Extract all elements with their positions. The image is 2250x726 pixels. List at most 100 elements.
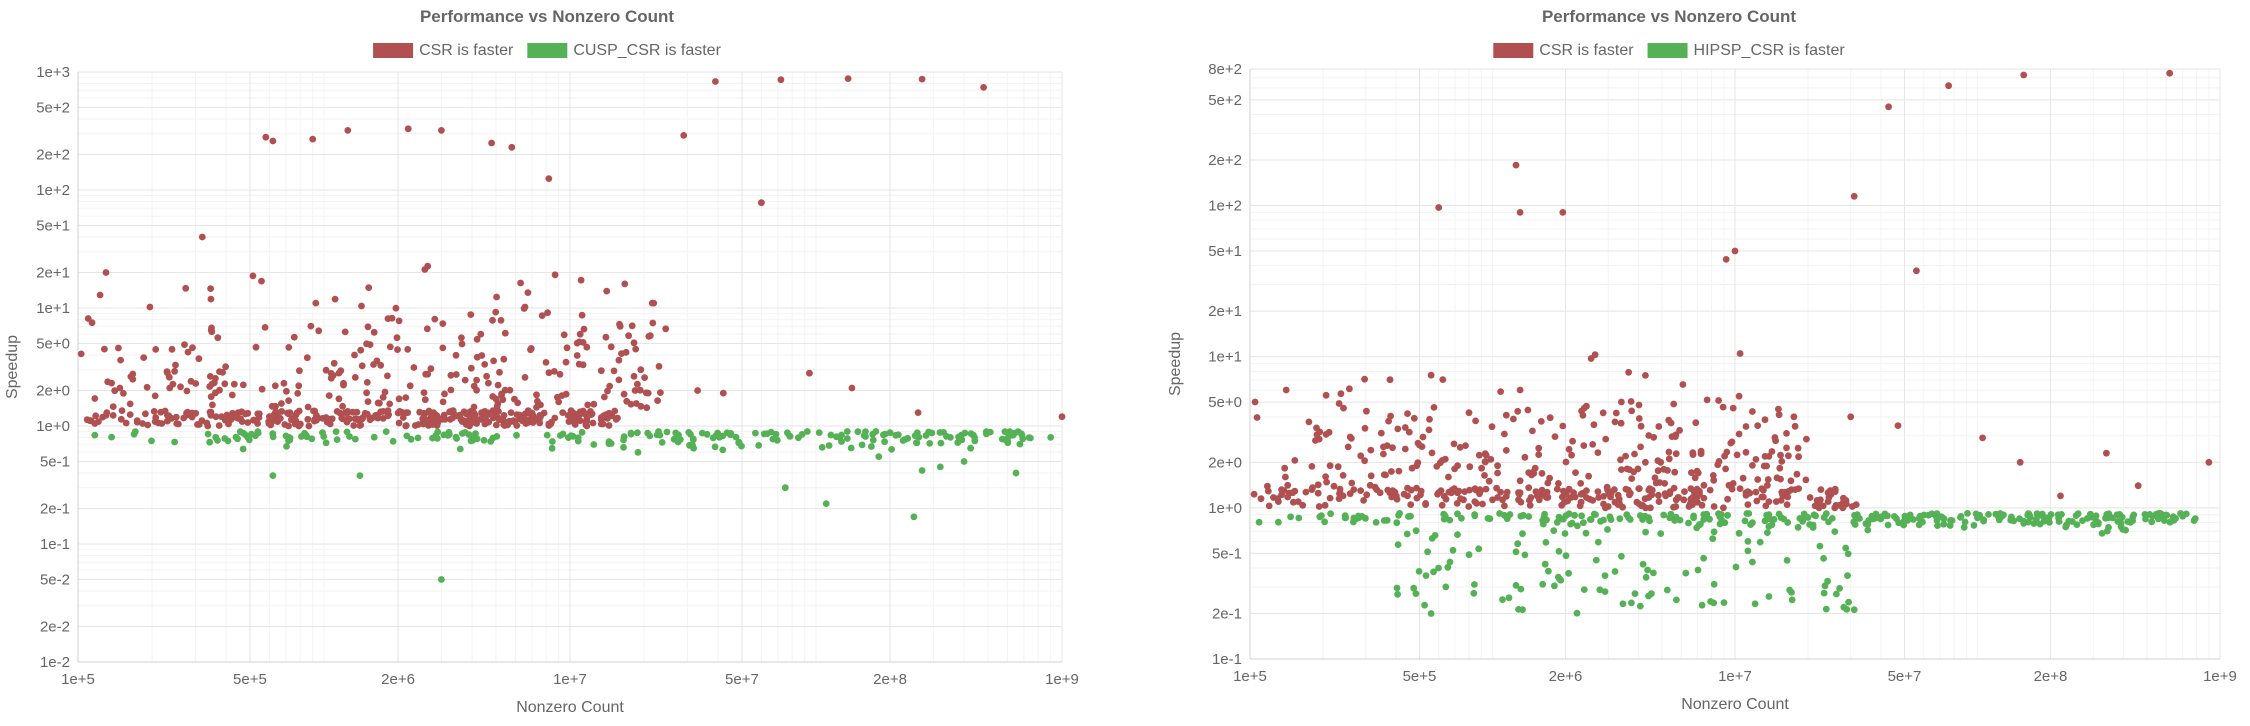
data-point[interactable] — [349, 408, 357, 416]
data-point[interactable] — [1739, 474, 1747, 482]
data-point[interactable] — [936, 463, 944, 471]
data-point[interactable] — [1344, 443, 1352, 451]
data-point[interactable] — [1284, 481, 1292, 489]
data-point[interactable] — [1817, 486, 1825, 493]
data-point[interactable] — [1315, 503, 1323, 510]
data-point[interactable] — [727, 430, 735, 437]
data-point[interactable] — [1601, 572, 1609, 579]
data-point[interactable] — [1462, 442, 1469, 449]
data-point[interactable] — [1355, 514, 1363, 522]
data-point[interactable] — [450, 409, 457, 417]
data-point[interactable] — [1412, 527, 1420, 535]
data-point[interactable] — [1589, 441, 1597, 448]
data-point[interactable] — [1494, 469, 1501, 477]
data-point[interactable] — [2161, 517, 2168, 524]
data-point[interactable] — [1642, 573, 1650, 581]
data-point[interactable] — [2055, 518, 2063, 525]
data-point[interactable] — [467, 364, 475, 372]
data-point[interactable] — [1831, 528, 1839, 535]
data-point[interactable] — [1601, 588, 1609, 595]
data-point[interactable] — [496, 368, 503, 376]
data-point[interactable] — [1795, 453, 1802, 461]
data-point[interactable] — [1586, 495, 1594, 503]
data-point[interactable] — [139, 420, 147, 427]
data-point[interactable] — [1435, 564, 1442, 572]
data-point[interactable] — [2016, 458, 2024, 466]
data-point[interactable] — [294, 390, 302, 397]
data-point[interactable] — [1754, 476, 1762, 483]
data-point[interactable] — [1618, 466, 1625, 473]
data-point[interactable] — [1642, 372, 1649, 379]
data-point[interactable] — [379, 393, 387, 401]
data-point[interactable] — [1709, 472, 1717, 479]
data-point[interactable] — [1762, 502, 1770, 510]
data-point[interactable] — [918, 467, 926, 474]
data-point[interactable] — [1442, 583, 1450, 591]
data-point[interactable] — [560, 331, 568, 339]
data-point[interactable] — [84, 315, 92, 322]
data-point[interactable] — [1529, 427, 1536, 435]
data-point[interactable] — [520, 305, 528, 312]
data-point[interactable] — [171, 438, 179, 446]
data-point[interactable] — [1542, 539, 1550, 546]
data-point[interactable] — [1670, 484, 1678, 492]
data-point[interactable] — [216, 368, 223, 375]
data-point[interactable] — [1709, 535, 1717, 543]
data-point[interactable] — [441, 415, 449, 423]
data-point[interactable] — [642, 389, 650, 397]
data-point[interactable] — [1595, 494, 1603, 501]
data-point[interactable] — [483, 372, 490, 380]
data-point[interactable] — [1559, 209, 1567, 216]
data-point[interactable] — [1794, 523, 1802, 531]
data-point[interactable] — [148, 437, 155, 445]
data-point[interactable] — [473, 335, 481, 343]
data-point[interactable] — [492, 308, 500, 316]
data-point[interactable] — [583, 343, 591, 351]
data-point[interactable] — [91, 395, 99, 402]
data-point[interactable] — [427, 365, 435, 373]
data-point[interactable] — [869, 436, 877, 444]
data-point[interactable] — [625, 332, 632, 340]
data-point[interactable] — [1788, 486, 1795, 493]
data-point[interactable] — [854, 428, 862, 436]
data-point[interactable] — [269, 472, 277, 479]
data-point[interactable] — [1980, 517, 1987, 525]
data-point[interactable] — [675, 431, 682, 439]
data-point[interactable] — [445, 430, 453, 438]
data-point[interactable] — [634, 448, 642, 456]
data-point[interactable] — [1284, 493, 1292, 501]
data-point[interactable] — [333, 436, 341, 443]
data-point[interactable] — [1682, 569, 1690, 577]
data-point[interactable] — [1783, 557, 1791, 564]
data-point[interactable] — [307, 322, 315, 330]
data-point[interactable] — [1004, 437, 1011, 445]
data-point[interactable] — [1541, 510, 1548, 518]
data-point[interactable] — [1330, 482, 1338, 490]
data-point[interactable] — [1446, 558, 1454, 566]
data-point[interactable] — [602, 333, 610, 341]
data-point[interactable] — [207, 295, 215, 303]
data-point[interactable] — [1638, 502, 1645, 510]
data-point[interactable] — [630, 372, 638, 380]
data-point[interactable] — [404, 125, 412, 133]
data-point[interactable] — [192, 409, 200, 417]
data-point[interactable] — [1541, 560, 1549, 568]
data-point[interactable] — [1783, 444, 1790, 452]
data-point[interactable] — [1553, 485, 1561, 493]
data-point[interactable] — [1777, 497, 1785, 504]
data-point[interactable] — [1765, 593, 1773, 600]
data-point[interactable] — [1788, 596, 1796, 604]
data-point[interactable] — [109, 412, 117, 419]
data-point[interactable] — [1727, 439, 1735, 447]
data-point[interactable] — [315, 327, 323, 335]
data-point[interactable] — [102, 269, 110, 276]
data-point[interactable] — [1650, 569, 1657, 577]
data-point[interactable] — [322, 366, 330, 374]
data-point[interactable] — [1655, 498, 1663, 505]
data-point[interactable] — [1802, 476, 1810, 484]
data-point[interactable] — [556, 370, 564, 378]
data-point[interactable] — [1626, 489, 1634, 497]
data-point[interactable] — [195, 355, 203, 363]
data-point[interactable] — [894, 431, 902, 439]
data-point[interactable] — [1777, 451, 1784, 459]
